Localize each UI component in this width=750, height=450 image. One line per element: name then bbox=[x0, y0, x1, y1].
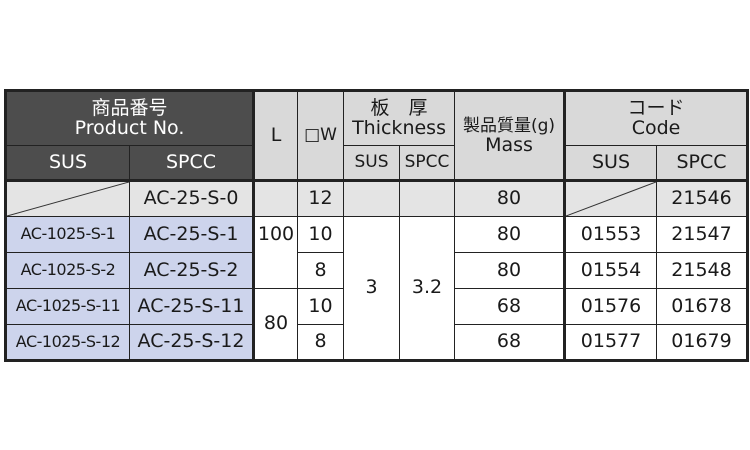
thickness-en: Thickness bbox=[352, 116, 446, 139]
table-row: AC-25-S-0 12 80 21546 bbox=[5, 179, 749, 217]
code-jp: コード bbox=[627, 96, 685, 119]
cell-code-sus: 01577 bbox=[564, 324, 658, 361]
table-row: AC-1025-S-11 AC-25-S-11 80 10 68 01576 0… bbox=[5, 288, 749, 361]
cell-sus: AC-1025-S-12 bbox=[5, 324, 130, 361]
table-row: AC-1025-S-12 AC-25-S-12 8 68 01577 01679 bbox=[5, 324, 749, 361]
cell-code-sus: 01554 bbox=[564, 252, 658, 289]
cell-W: 8 bbox=[297, 252, 345, 289]
cell-sus: AC-1025-S-11 bbox=[5, 288, 130, 325]
cell-mass: 80 bbox=[454, 216, 567, 253]
cell-spcc: AC-25-S-11 bbox=[128, 288, 256, 325]
cell-spcc: AC-25-S-2 bbox=[128, 252, 256, 289]
cell-mass: 80 bbox=[454, 252, 567, 289]
header-thickness-sus: SUS bbox=[343, 145, 401, 181]
cell-code-spcc: 21547 bbox=[656, 216, 749, 253]
header-spcc: SPCC bbox=[128, 145, 256, 181]
code-en: Code bbox=[631, 116, 681, 139]
header-L: L bbox=[253, 90, 299, 181]
cell-code-spcc: 21548 bbox=[656, 252, 749, 289]
header-code: コード Code bbox=[564, 90, 749, 146]
product-spec-table: 商品番号 Product No. L □W 板 厚 Thickness 製品質量(g… bbox=[4, 89, 750, 362]
table-row: AC-1025-S-1 AC-25-S-1 100 10 3 3.2 80 01… bbox=[5, 216, 749, 361]
cell-spcc: AC-25-S-1 bbox=[128, 216, 256, 253]
cell-W: 12 bbox=[297, 179, 345, 217]
header-thickness-spcc: SPCC bbox=[399, 145, 456, 181]
cell-W: 10 bbox=[297, 288, 345, 325]
cell-t-sus: 3 bbox=[343, 216, 401, 361]
cell-L: 80 bbox=[253, 288, 299, 361]
header-code-spcc: SPCC bbox=[656, 145, 749, 181]
cell-sus: AC-1025-S-1 bbox=[5, 216, 130, 253]
cell-W: 8 bbox=[297, 324, 345, 361]
table-row: AC-1025-S-2 AC-25-S-2 8 80 01554 21548 bbox=[5, 252, 749, 289]
header-product-no: 商品番号 Product No. bbox=[4, 90, 256, 146]
header-W: □W bbox=[297, 90, 345, 181]
cell-L: 100 bbox=[253, 216, 299, 289]
cell-spcc: AC-25-S-0 bbox=[128, 179, 256, 217]
header-code-sus: SUS bbox=[564, 145, 658, 181]
cell-code-sus: 01553 bbox=[564, 216, 658, 253]
cell-t-sus bbox=[343, 179, 401, 217]
cell-mass: 68 bbox=[454, 288, 567, 325]
empty-diagonal-cell bbox=[5, 179, 130, 217]
mass-jp: 製品質量(g) bbox=[462, 115, 556, 136]
cell-code-spcc: 01679 bbox=[656, 324, 749, 361]
product-no-jp: 商品番号 bbox=[91, 96, 168, 119]
cell-t-spcc bbox=[399, 179, 456, 217]
cell-t-spcc: 3.2 bbox=[399, 216, 456, 361]
header-mass: 製品質量(g) Mass bbox=[454, 90, 567, 181]
cell-sus: AC-1025-S-2 bbox=[5, 252, 130, 289]
thickness-jp: 板 厚 bbox=[370, 96, 428, 119]
cell-spcc: AC-25-S-12 bbox=[128, 324, 256, 361]
cell-code-sus: 01576 bbox=[564, 288, 658, 325]
cell-code-spcc: 01678 bbox=[656, 288, 749, 325]
mass-en: Mass bbox=[485, 133, 533, 156]
cell-code-spcc: 21546 bbox=[656, 179, 749, 217]
cell-L bbox=[253, 179, 299, 217]
cell-mass: 68 bbox=[454, 324, 567, 361]
header-sus: SUS bbox=[5, 145, 130, 181]
header-thickness: 板 厚 Thickness bbox=[343, 90, 456, 146]
product-no-en: Product No. bbox=[74, 116, 185, 139]
empty-diagonal-cell bbox=[564, 179, 658, 217]
cell-mass: 80 bbox=[454, 179, 567, 217]
cell-W: 10 bbox=[297, 216, 345, 253]
